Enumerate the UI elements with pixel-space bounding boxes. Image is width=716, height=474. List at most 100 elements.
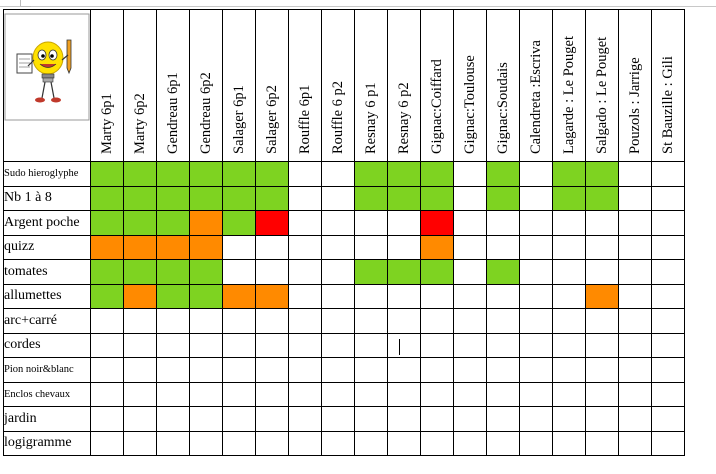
empty-cell[interactable] [618,357,652,383]
empty-cell[interactable] [519,308,553,334]
empty-cell[interactable] [288,430,322,456]
empty-cell[interactable] [321,234,355,260]
status-cell-orange[interactable] [420,234,454,260]
empty-cell[interactable] [255,430,289,456]
empty-cell[interactable] [453,259,487,285]
empty-cell[interactable] [123,308,157,334]
empty-cell[interactable] [453,357,487,383]
empty-cell[interactable] [387,234,421,260]
empty-cell[interactable] [189,332,223,358]
status-cell-green[interactable] [354,185,388,211]
status-cell-orange[interactable] [123,283,157,309]
empty-cell[interactable] [519,406,553,432]
status-cell-green[interactable] [222,185,256,211]
empty-cell[interactable] [354,332,388,358]
empty-cell[interactable] [321,332,355,358]
empty-cell[interactable] [585,259,619,285]
empty-cell[interactable] [552,332,586,358]
empty-cell[interactable] [156,357,190,383]
status-cell-green[interactable] [552,185,586,211]
empty-cell[interactable] [519,283,553,309]
empty-cell[interactable] [156,332,190,358]
empty-cell[interactable] [453,406,487,432]
empty-cell[interactable] [420,332,454,358]
empty-cell[interactable] [618,161,652,187]
empty-cell[interactable] [123,430,157,456]
status-cell-green[interactable] [123,161,157,187]
empty-cell[interactable] [618,210,652,236]
empty-cell[interactable] [420,357,454,383]
empty-cell[interactable] [90,406,124,432]
status-cell-orange[interactable] [189,210,223,236]
empty-cell[interactable] [585,406,619,432]
status-cell-green[interactable] [585,185,619,211]
empty-cell[interactable] [420,406,454,432]
empty-cell[interactable] [519,381,553,407]
empty-cell[interactable] [90,430,124,456]
empty-cell[interactable] [90,308,124,334]
empty-cell[interactable] [90,332,124,358]
empty-cell[interactable] [354,381,388,407]
empty-cell[interactable] [189,308,223,334]
status-cell-green[interactable] [354,161,388,187]
empty-cell[interactable] [222,381,256,407]
empty-cell[interactable] [255,234,289,260]
empty-cell[interactable] [486,234,520,260]
status-cell-green[interactable] [486,185,520,211]
empty-cell[interactable] [354,357,388,383]
status-cell-green[interactable] [189,259,223,285]
empty-cell[interactable] [354,406,388,432]
empty-cell[interactable] [552,406,586,432]
empty-cell[interactable] [255,381,289,407]
empty-cell[interactable] [288,406,322,432]
status-cell-orange[interactable] [156,234,190,260]
empty-cell[interactable] [288,210,322,236]
empty-cell[interactable] [255,259,289,285]
empty-cell[interactable] [519,185,553,211]
empty-cell[interactable] [321,357,355,383]
empty-cell[interactable] [486,381,520,407]
empty-cell[interactable] [618,259,652,285]
empty-cell[interactable] [519,259,553,285]
empty-cell[interactable] [585,381,619,407]
status-cell-green[interactable] [486,161,520,187]
status-cell-green[interactable] [552,161,586,187]
status-cell-green[interactable] [123,259,157,285]
empty-cell[interactable] [321,161,355,187]
empty-cell[interactable] [585,308,619,334]
status-cell-orange[interactable] [255,283,289,309]
empty-cell[interactable] [222,357,256,383]
status-cell-green[interactable] [486,259,520,285]
empty-cell[interactable] [156,430,190,456]
status-cell-green[interactable] [90,259,124,285]
empty-cell[interactable] [453,185,487,211]
empty-cell[interactable] [453,234,487,260]
empty-cell[interactable] [453,430,487,456]
empty-cell[interactable] [585,357,619,383]
empty-cell[interactable] [618,308,652,334]
empty-cell[interactable] [651,283,685,309]
empty-cell[interactable] [651,210,685,236]
empty-cell[interactable] [354,283,388,309]
empty-cell[interactable] [288,161,322,187]
empty-cell[interactable] [618,234,652,260]
empty-cell[interactable] [222,259,256,285]
empty-cell[interactable] [585,210,619,236]
empty-cell[interactable] [288,381,322,407]
empty-cell[interactable] [651,185,685,211]
empty-cell[interactable] [222,332,256,358]
empty-cell[interactable] [552,259,586,285]
status-cell-green[interactable] [156,161,190,187]
empty-cell[interactable] [552,283,586,309]
status-cell-green[interactable] [222,161,256,187]
empty-cell[interactable] [255,332,289,358]
empty-cell[interactable] [618,283,652,309]
empty-cell[interactable] [321,259,355,285]
empty-cell[interactable] [486,210,520,236]
empty-cell[interactable] [321,185,355,211]
empty-cell[interactable] [123,406,157,432]
empty-cell[interactable] [387,381,421,407]
status-cell-green[interactable] [387,161,421,187]
empty-cell[interactable] [321,381,355,407]
status-cell-green[interactable] [255,161,289,187]
